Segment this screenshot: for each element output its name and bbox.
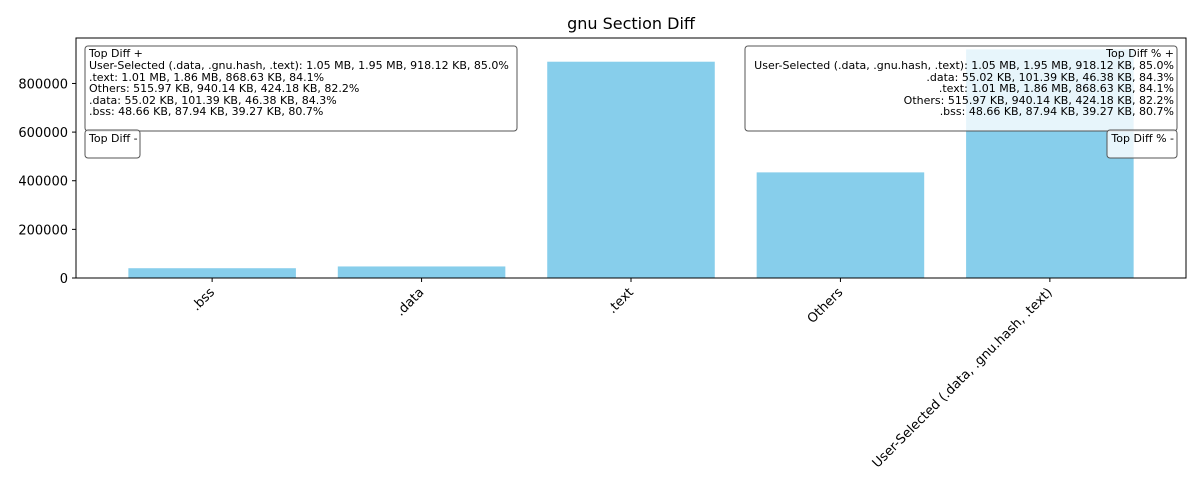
x-tick-label: .bss <box>189 285 218 314</box>
bar <box>128 268 296 278</box>
x-tick-label: .data <box>393 285 427 319</box>
y-tick-label: 800000 <box>18 77 68 92</box>
x-axis: .bss .data .text Others User-Selected (.data… <box>189 278 1056 471</box>
annotation-line: .data: 55.02 KB, 101.39 KB, 46.38 KB, 84… <box>926 71 1174 84</box>
bar <box>337 266 506 278</box>
annotation-line: Others: 515.97 KB, 940.14 KB, 424.18 KB,… <box>89 82 359 95</box>
y-tick-label: 600000 <box>18 126 68 141</box>
x-tick-label: .text <box>605 285 637 317</box>
annotation-top-diff-pct-minus-title: Top Diff % - <box>1110 132 1174 145</box>
annotation-line: .text: 1.01 MB, 1.86 MB, 868.63 KB, 84.1… <box>939 82 1174 95</box>
annotation-line: User-Selected (.data, .gnu.hash, .text):… <box>89 59 509 72</box>
annotation-line: .text: 1.01 MB, 1.86 MB, 868.63 KB, 84.1… <box>89 71 324 84</box>
chart-title: gnu Section Diff <box>567 14 696 33</box>
annotation-line: .bss: 48.66 KB, 87.94 KB, 39.27 KB, 80.7… <box>940 105 1174 118</box>
y-tick-label: 400000 <box>18 175 68 190</box>
y-tick-label: 200000 <box>18 223 68 238</box>
annotation-line: .bss: 48.66 KB, 87.94 KB, 39.27 KB, 80.7… <box>89 105 323 118</box>
annotation-line: Others: 515.97 KB, 940.14 KB, 424.18 KB,… <box>904 94 1174 107</box>
y-tick-label: 0 <box>60 272 68 287</box>
x-tick-label: User-Selected (.data, .gnu.hash, .text) <box>870 285 1056 471</box>
annotation-line: User-Selected (.data, .gnu.hash, .text):… <box>754 59 1174 72</box>
bar <box>756 172 925 278</box>
annotation-top-diff-pct-plus: Top Diff % + User-Selected (.data, .gnu.… <box>744 45 1178 132</box>
annotation-top-diff-minus-title: Top Diff - <box>88 132 138 145</box>
bar <box>547 61 715 278</box>
annotation-top-diff-pct-plus-title: Top Diff % + <box>1105 47 1174 60</box>
x-tick-label: Others <box>805 285 847 327</box>
plot-frame <box>75 37 1187 279</box>
annotation-line: .data: 55.02 KB, 101.39 KB, 46.38 KB, 84… <box>89 94 337 107</box>
annotation-top-diff-pct-minus: Top Diff % - <box>1106 129 1178 159</box>
annotation-top-diff-plus: Top Diff + User-Selected (.data, .gnu.ha… <box>84 45 518 132</box>
annotation-top-diff-minus: Top Diff - <box>84 129 141 159</box>
y-axis: 0 200000 400000 600000 800000 <box>18 77 76 287</box>
annotation-top-diff-plus-title: Top Diff + <box>88 47 143 60</box>
